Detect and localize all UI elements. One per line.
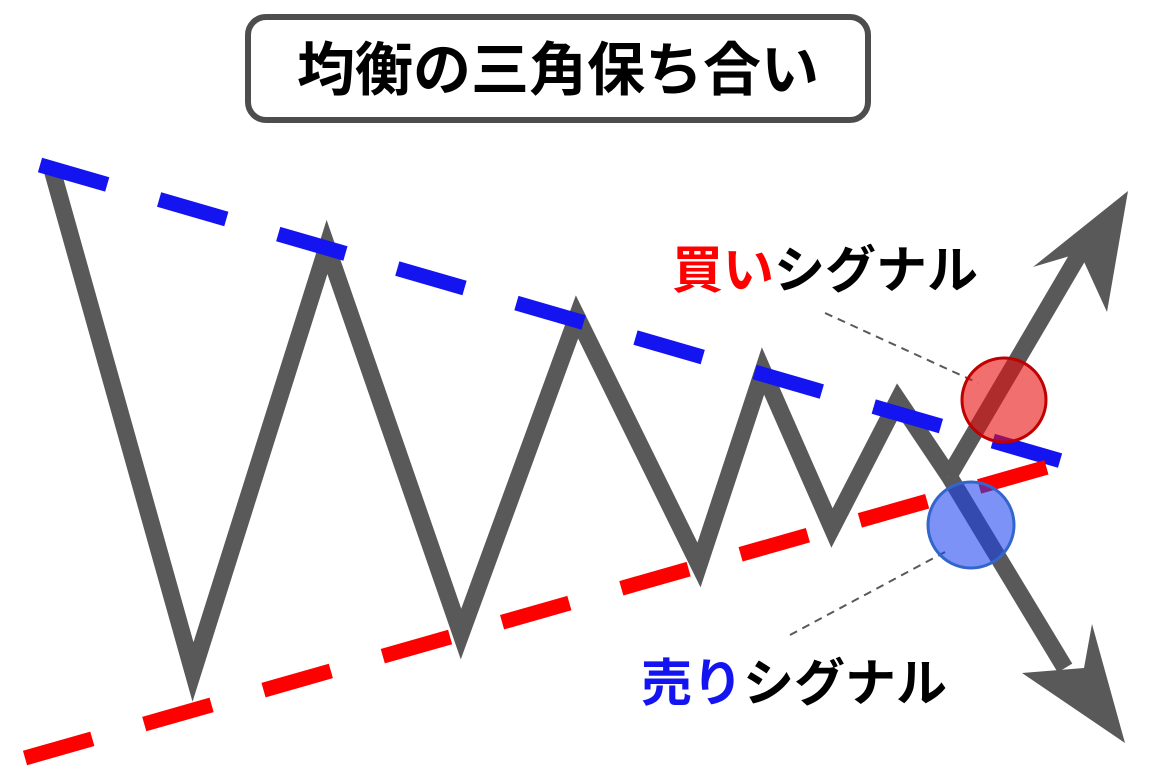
svg-text:買いシグナル: 買いシグナル	[672, 229, 978, 303]
svg-text:売りシグナル: 売りシグナル	[641, 642, 947, 716]
svg-text:均衡の三角保ち合い: 均衡の三角保ち合い	[297, 23, 819, 107]
